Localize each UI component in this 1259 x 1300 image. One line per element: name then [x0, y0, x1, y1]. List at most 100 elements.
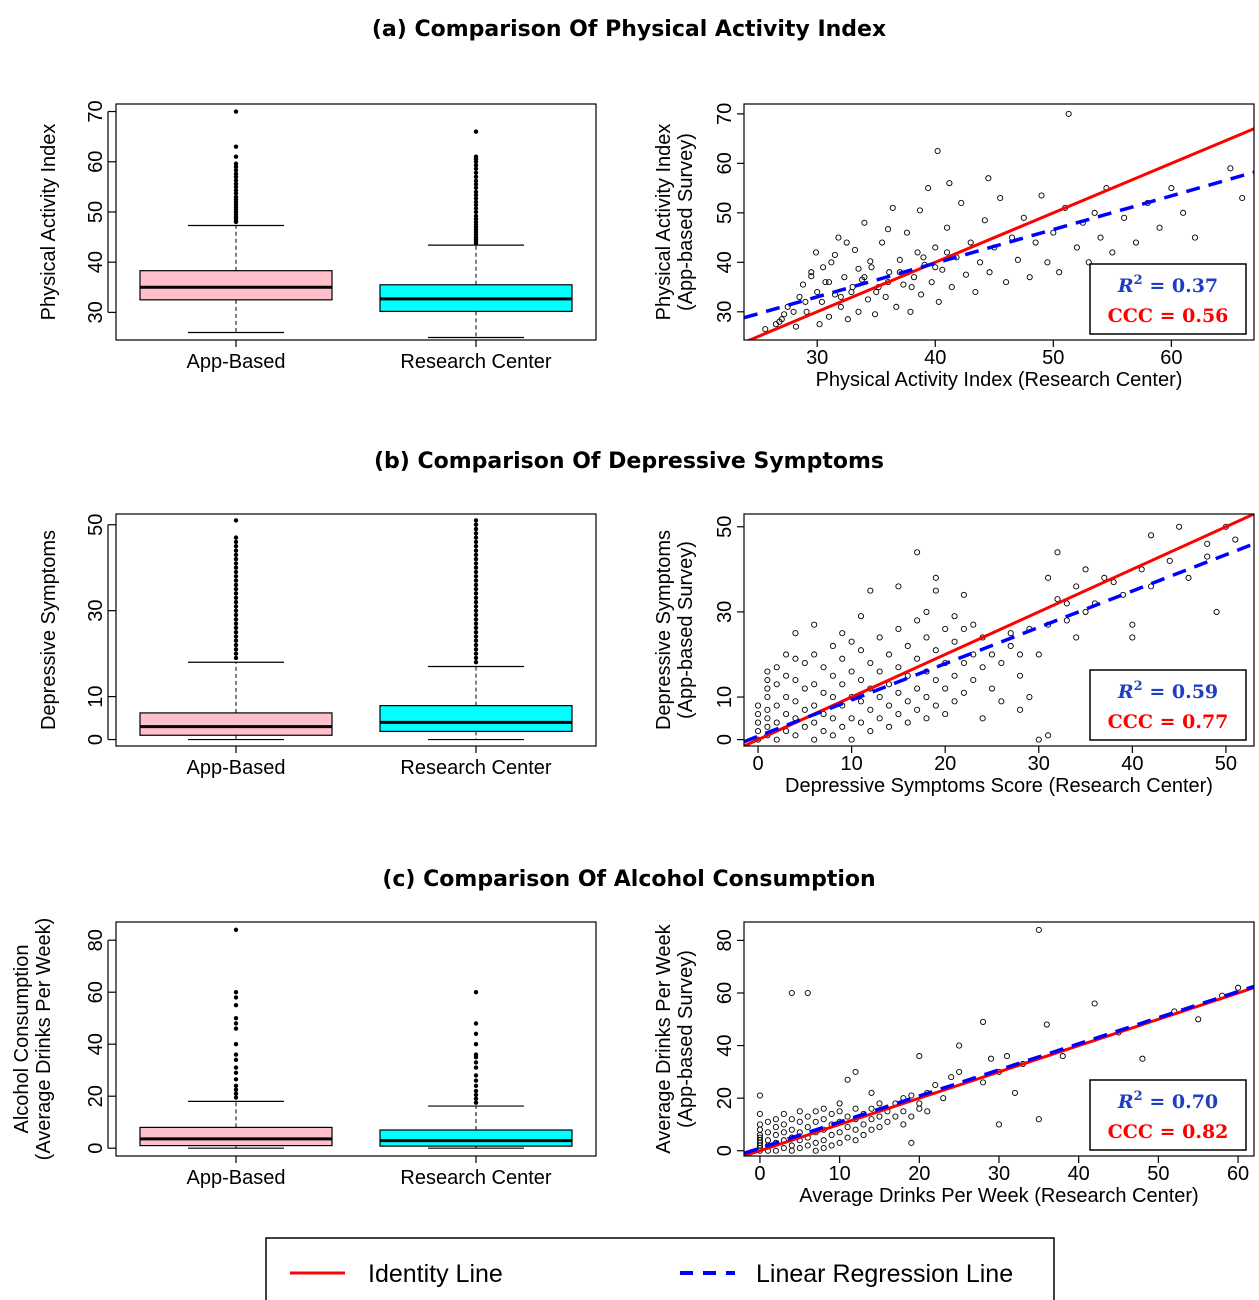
outlier-point	[233, 604, 239, 609]
data-point	[804, 989, 811, 997]
data-point	[1139, 1055, 1146, 1062]
data-point	[876, 715, 883, 722]
outlier-point	[233, 1065, 239, 1070]
data-point	[773, 719, 780, 726]
data-point	[1003, 1053, 1011, 1060]
x-axis-label: Depressive Symptoms Score (Research Cent…	[785, 775, 1213, 797]
data-point	[811, 736, 818, 743]
outlier-point	[233, 548, 239, 553]
data-point	[932, 1081, 939, 1089]
data-point	[1082, 608, 1089, 615]
box-app-based	[139, 518, 333, 741]
data-point	[1121, 214, 1128, 221]
y-tick-label: 50	[714, 516, 736, 538]
data-point	[828, 1142, 835, 1149]
outlier-point	[233, 582, 239, 588]
data-point	[837, 303, 844, 310]
data-point	[820, 664, 827, 671]
data-point	[1054, 549, 1061, 556]
data-point	[998, 698, 1005, 705]
outlier-point	[233, 164, 239, 169]
outlier-point	[473, 170, 479, 175]
data-point	[925, 185, 932, 192]
data-point	[825, 279, 833, 286]
outlier-point	[473, 608, 479, 613]
outlier-point	[473, 219, 479, 225]
outlier-point	[473, 642, 479, 648]
data-point	[1166, 557, 1173, 564]
data-point	[1148, 532, 1155, 539]
data-point	[1091, 209, 1098, 216]
x-tick-label: 20	[934, 753, 956, 775]
data-point	[861, 274, 868, 281]
data-point	[820, 1105, 827, 1112]
data-point	[812, 249, 820, 256]
r-squared-text: R2 = 0.37	[1117, 273, 1218, 297]
data-point	[756, 1110, 763, 1117]
data-point	[923, 693, 930, 701]
outlier-point	[233, 591, 239, 596]
data-point	[804, 1142, 811, 1149]
data-point	[857, 676, 865, 684]
data-point	[792, 323, 799, 330]
data-point	[772, 1116, 779, 1123]
y-tick-label: 50	[85, 514, 107, 536]
data-point	[1180, 209, 1187, 216]
outlier-point	[473, 1021, 479, 1026]
y-axis-label: (Average Drinks Per Week)	[33, 918, 55, 1161]
data-point	[778, 316, 785, 323]
data-point	[914, 549, 921, 556]
data-point	[1045, 732, 1052, 739]
data-point	[916, 1053, 923, 1060]
outlier-point	[233, 535, 239, 540]
data-point	[1185, 574, 1192, 581]
data-point	[960, 659, 967, 667]
data-point	[780, 1145, 787, 1152]
data-point	[904, 719, 911, 726]
data-point	[1054, 596, 1061, 603]
data-point	[1091, 1000, 1098, 1007]
data-point	[754, 702, 762, 709]
data-point	[960, 689, 967, 696]
data-point	[867, 258, 874, 265]
y-tick-label: 40	[85, 251, 107, 273]
outlier-point	[233, 1070, 239, 1076]
stats-box: R2 = 0.59 CCC = 0.77	[1089, 669, 1247, 741]
x-axis-label: Physical Activity Index (Research Center…	[816, 369, 1183, 391]
data-point	[914, 617, 921, 624]
x-tick-label: App-Based	[187, 351, 286, 373]
boxplot-panel: 30 40 50 60 70 Physical Activity Index App-Bas…	[38, 100, 597, 373]
y-tick-label: 60	[714, 982, 736, 1004]
data-point	[764, 676, 771, 684]
y-tick-label: 0	[714, 734, 736, 745]
identity-line	[746, 127, 1254, 340]
data-point	[848, 288, 855, 296]
data-point	[986, 269, 993, 276]
plot-frame	[115, 513, 597, 747]
outlier-point	[473, 216, 479, 222]
data-point	[754, 711, 762, 718]
outlier-point	[233, 599, 239, 605]
data-point	[1017, 706, 1024, 713]
outlier-point	[473, 638, 479, 643]
data-point	[788, 1142, 795, 1149]
outlier-point	[233, 144, 239, 149]
data-point	[903, 229, 910, 236]
data-point	[801, 723, 808, 730]
data-point	[796, 1145, 803, 1152]
data-point	[932, 587, 939, 594]
data-point	[876, 668, 883, 675]
outlier-point	[473, 586, 479, 592]
data-point	[861, 219, 868, 226]
plot-frame	[743, 513, 1255, 747]
outlier-point	[473, 1092, 479, 1098]
y-tick-label: 30	[85, 600, 107, 622]
data-point	[820, 264, 827, 271]
data-point	[1017, 672, 1024, 679]
data-point	[1063, 600, 1070, 607]
outlier-point	[473, 192, 479, 198]
data-point	[812, 1118, 819, 1125]
data-point	[1056, 269, 1063, 276]
data-point	[1003, 279, 1010, 286]
data-point	[1235, 984, 1242, 991]
